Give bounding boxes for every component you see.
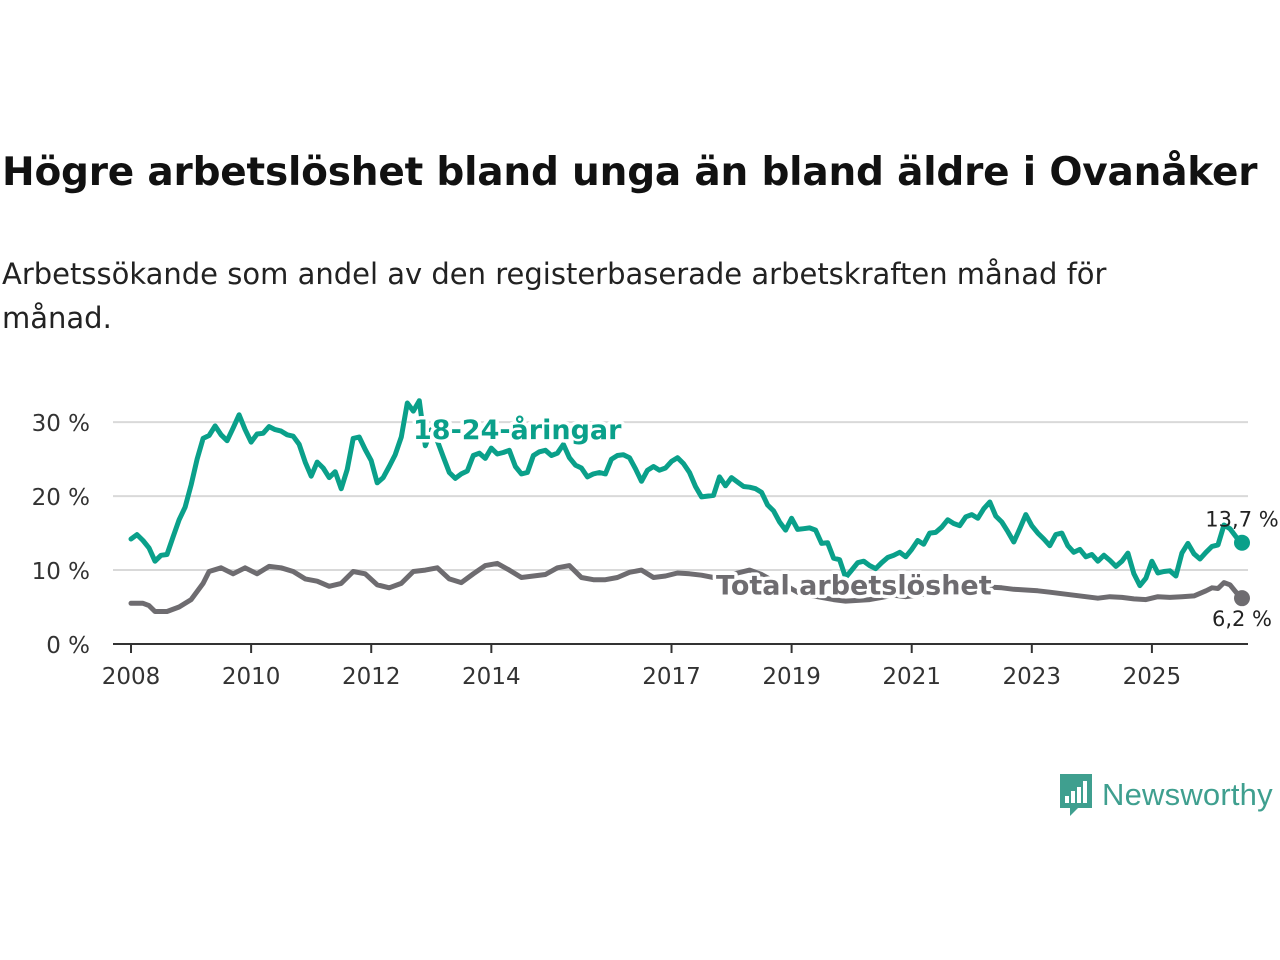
y-tick-label: 10 % <box>32 559 90 585</box>
x-tick-label: 2008 <box>102 664 161 690</box>
x-tick-label: 2014 <box>462 664 521 690</box>
x-tick-label: 2021 <box>882 664 941 690</box>
y-tick-label: 0 % <box>46 633 90 659</box>
x-tick-label: 2025 <box>1123 664 1182 690</box>
total-series-label: Total arbetslöshet <box>716 570 992 601</box>
x-tick-label: 2012 <box>342 664 401 690</box>
brand-logo: Newsworthy <box>1058 772 1273 818</box>
x-axis: 2008 2010 2012 2014 2017 2019 2021 2023 2025 <box>102 643 1248 690</box>
page-title: Högre arbetslöshet bland unga än bland ä… <box>2 150 1258 195</box>
brand-name: Newsworthy <box>1102 777 1273 812</box>
newsworthy-logo-icon <box>1060 774 1092 816</box>
youth-series-label: 18-24-åringar <box>413 414 622 446</box>
gridlines <box>113 421 1248 572</box>
youth-end-label: 13,7 % <box>1205 508 1278 532</box>
x-tick-label: 2023 <box>1003 664 1062 690</box>
x-tick-label: 2017 <box>642 664 701 690</box>
y-tick-label: 30 % <box>32 411 90 437</box>
series-labels: 13,7 % 6,2 % 18-24-åringar Total arbetslösh… <box>410 411 1279 632</box>
line-chart: 0 % 10 % 20 % 30 % 2008 2010 2012 2014 2017 2019… <box>32 398 1279 690</box>
x-tick-label: 2010 <box>222 664 281 690</box>
series-lines <box>128 398 1250 614</box>
series-total-line <box>128 560 1245 614</box>
chart-subtitle: Arbetssökande som andel av den registerb… <box>2 257 1107 335</box>
total-end-label: 6,2 % <box>1212 607 1272 631</box>
series-youth-line <box>128 398 1245 589</box>
youth-end-marker <box>1233 534 1250 551</box>
total-end-marker <box>1233 590 1250 607</box>
y-tick-label: 20 % <box>32 485 90 511</box>
y-axis-ticks: 0 % 10 % 20 % 30 % <box>32 411 90 659</box>
x-tick-label: 2019 <box>762 664 821 690</box>
